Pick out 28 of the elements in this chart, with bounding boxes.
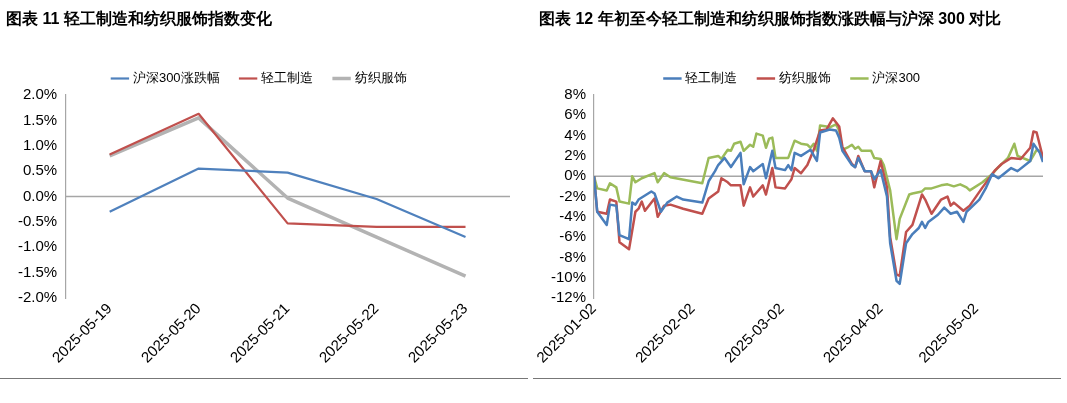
legend-label: 轻工制造: [261, 70, 314, 86]
legend-label: 纺织服饰: [354, 70, 407, 86]
y-tick-label: -1.5%: [18, 262, 58, 280]
y-tick-label: 0%: [564, 166, 587, 184]
y-tick-label: 6%: [564, 105, 587, 123]
y-tick-label: 1.0%: [22, 135, 58, 153]
y-tick-label: -8%: [559, 247, 587, 265]
y-tick-label: 0.5%: [22, 161, 58, 179]
y-tick-label: -1.0%: [18, 237, 58, 255]
y-tick-label: -0.5%: [18, 212, 58, 230]
y-tick-label: -10%: [550, 267, 587, 285]
y-tick-label: 2%: [564, 146, 587, 164]
y-tick-label: 2.0%: [22, 85, 58, 103]
y-tick-label: 0.0%: [22, 186, 58, 204]
y-tick-label: 4%: [564, 125, 587, 143]
y-tick-label: -4%: [559, 206, 587, 224]
y-tick-label: -2%: [559, 186, 587, 204]
y-tick-label: 8%: [564, 85, 587, 103]
legend-label: 纺织服饰: [778, 70, 831, 86]
chart-title: 图表 11 轻工制造和纺织服饰指数变化: [5, 9, 273, 29]
chart-title: 图表 12 年初至今轻工制造和纺织服饰指数涨跌幅与沪深 300 对比: [538, 9, 1003, 29]
y-tick-label: -2.0%: [18, 288, 58, 306]
y-tick-label: -6%: [559, 227, 587, 245]
legend-label: 轻工制造: [685, 70, 738, 86]
legend-label: 沪深300: [872, 70, 921, 86]
legend-label: 沪深300涨跌幅: [132, 70, 220, 86]
y-tick-label: 1.5%: [22, 110, 58, 128]
y-tick-label: -12%: [550, 288, 587, 306]
